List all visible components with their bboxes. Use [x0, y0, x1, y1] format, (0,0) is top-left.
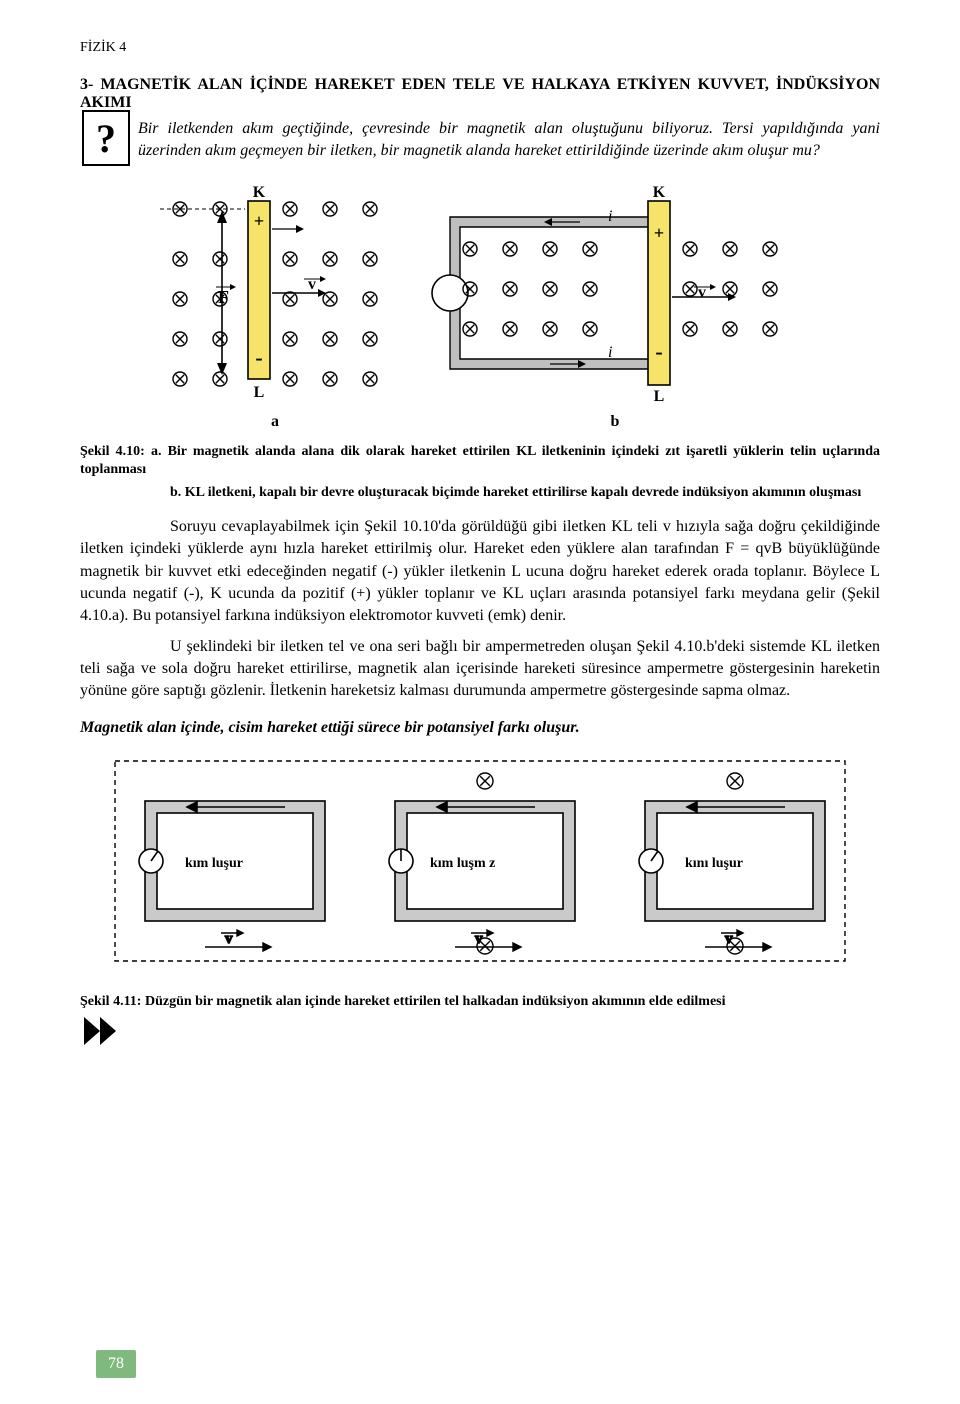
fig-b-label: b: [430, 413, 800, 431]
fig-a-label: a: [160, 413, 390, 431]
fig-a-svg: K L + - F v: [160, 179, 390, 409]
figure-4-10-a: K L + - F v: [160, 179, 390, 431]
svg-text:F: F: [218, 287, 229, 307]
caption-4-10-b: b. KL iletkeni, kapalı bir devre oluştur…: [80, 484, 880, 502]
paragraph-1: Soruyu cevaplayabilmek için Şekil 10.10'…: [80, 516, 880, 628]
label-K: K: [253, 184, 266, 201]
svg-text:kını luşur: kını luşur: [685, 856, 743, 871]
caption-4-11: Şekil 4.11: Düzgün bir magnetik alan içi…: [80, 993, 880, 1011]
svg-text:-: -: [655, 339, 662, 364]
intro-question: Bir iletkenden akım geçtiğinde, çevresin…: [138, 118, 880, 161]
fast-forward-icon: [82, 1015, 122, 1047]
figure-4-10-b: K L + - i i v b: [430, 179, 800, 431]
running-head: FİZİK 4: [80, 40, 880, 56]
key-sentence: Magnetik alan içinde, cisim hareket etti…: [80, 719, 880, 737]
section-heading: 3- MAGNETİK ALAN İÇİNDE HAREKET EDEN TEL…: [80, 76, 880, 112]
svg-text:-: -: [255, 345, 262, 370]
label-L: L: [254, 384, 265, 401]
svg-text:kım luşur: kım luşur: [185, 856, 243, 871]
svg-text:+: +: [254, 211, 264, 231]
svg-text:i: i: [608, 208, 612, 225]
svg-text:K: K: [653, 184, 666, 201]
svg-text:+: +: [654, 223, 664, 243]
paragraph-2: U şeklindeki bir iletken tel ve ona seri…: [80, 636, 880, 703]
caption-4-10-a: Şekil 4.10: a. Bir magnetik alanda alana…: [80, 443, 880, 479]
fig-b-svg: K L + - i i v: [430, 179, 800, 409]
question-mark-icon: ?: [82, 110, 130, 166]
figure-4-11: v v v kım luşur kım luşm z kını luşur: [85, 751, 875, 981]
figure-4-10: K L + - F v: [80, 179, 880, 431]
svg-text:kım luşm z: kım luşm z: [430, 856, 495, 871]
svg-text:L: L: [654, 388, 665, 405]
page-number: 78: [96, 1350, 136, 1378]
svg-text:i: i: [608, 344, 612, 361]
